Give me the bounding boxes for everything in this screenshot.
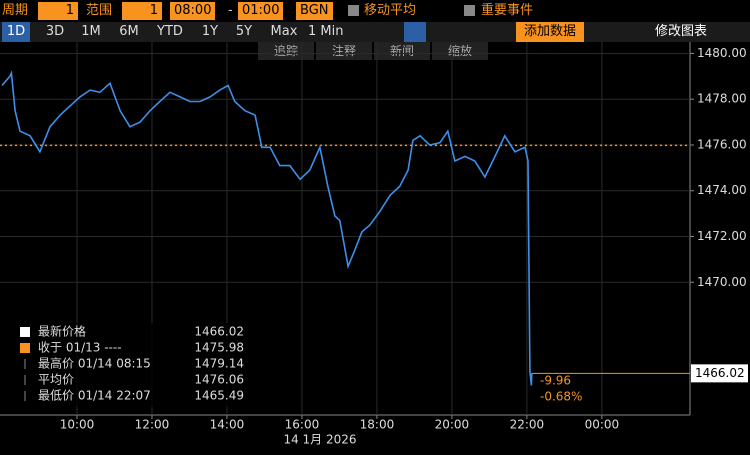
x-tick-label: 12:00 — [135, 418, 170, 432]
legend-value: 1479.14 — [194, 357, 244, 371]
edit-chart[interactable]: 修改图表 — [654, 24, 707, 39]
legend-box — [8, 323, 248, 407]
tool-button[interactable]: 新闻 — [374, 42, 430, 60]
mode-input[interactable]: BGN — [296, 2, 333, 20]
start-input[interactable]: 08:00 — [170, 2, 216, 20]
change: -9.96 — [540, 374, 571, 388]
x-tick-label: 16:00 — [285, 418, 320, 432]
chart-style[interactable] — [404, 22, 426, 42]
range-button[interactable]: YTD — [157, 24, 183, 39]
events[interactable]: 重要事件 — [481, 3, 534, 18]
range-input[interactable]: 1 — [122, 2, 162, 20]
checkbox[interactable] — [348, 5, 359, 16]
price-line — [1, 70, 533, 386]
interval[interactable]: 1 Min — [308, 24, 344, 39]
date-label: 14 1月 2026 — [283, 433, 356, 447]
change-pct: -0.68% — [540, 390, 582, 404]
range-button[interactable]: 5Y — [235, 24, 253, 39]
y-tick-label: 1474.00 — [697, 183, 747, 197]
moving-average[interactable]: 移动平均 — [364, 3, 417, 18]
x-tick-label: 14:00 — [210, 418, 245, 432]
y-tick-label: 1472.00 — [697, 229, 747, 243]
last-price-tag — [691, 364, 748, 383]
y-tick-label: 1480.00 — [697, 46, 747, 60]
last-price-label: 1466.02 — [695, 366, 745, 380]
separator: - — [228, 3, 233, 18]
period-input[interactable]: 1 — [38, 2, 78, 20]
range-button[interactable]: 1M — [81, 24, 101, 39]
y-tick-label: 1476.00 — [697, 137, 747, 151]
y-axis-panel — [690, 42, 750, 415]
y-tick-label: 1470.00 — [697, 275, 747, 289]
range-button[interactable]: Max — [270, 24, 298, 39]
legend-label: 平均价 — [38, 373, 74, 387]
y-tick-label: 1478.00 — [697, 92, 747, 106]
x-tick-label: 18:00 — [360, 418, 395, 432]
legend-value: 1466.02 — [194, 325, 244, 339]
legend-label: 最新价格 — [38, 324, 86, 339]
legend-swatch — [20, 327, 30, 337]
tool-button[interactable]: 注释 — [316, 42, 372, 60]
legend-label: 收于 01/13 ---- — [38, 341, 122, 355]
range-button[interactable]: 3D — [45, 24, 65, 39]
range-button[interactable]: 1D — [2, 22, 30, 42]
range-label: 范围 — [86, 3, 113, 18]
x-tick-label: 22:00 — [510, 418, 545, 432]
period-label: 周期 — [2, 3, 29, 18]
legend-label: 最低价 01/14 22:07 — [38, 389, 151, 403]
chart: 14 1月 2026 1470.00 1472.00 1474.00 1476.00 1… — [0, 42, 750, 447]
legend-value: 1476.06 — [194, 373, 244, 387]
x-tick-label: 10:00 — [60, 418, 95, 432]
range-button[interactable]: 6M — [119, 24, 139, 39]
end-input[interactable]: 01:00 — [238, 2, 284, 20]
tool-button[interactable]: 缩放 — [432, 42, 488, 60]
legend-label: 最高价 01/14 08:15 — [38, 356, 151, 371]
checkbox[interactable] — [464, 5, 475, 16]
tool-button[interactable]: 追踪 — [258, 42, 314, 60]
legend-value: 1475.98 — [194, 341, 244, 355]
x-tick-label: 00:00 — [585, 418, 620, 432]
range-button[interactable]: 1Y — [201, 24, 219, 39]
toolbar — [0, 22, 750, 42]
legend-swatch — [20, 343, 30, 353]
x-tick-label: 20:00 — [435, 418, 470, 432]
add-data[interactable]: 添加数据 — [516, 22, 584, 42]
legend-value: 1465.49 — [194, 389, 244, 403]
